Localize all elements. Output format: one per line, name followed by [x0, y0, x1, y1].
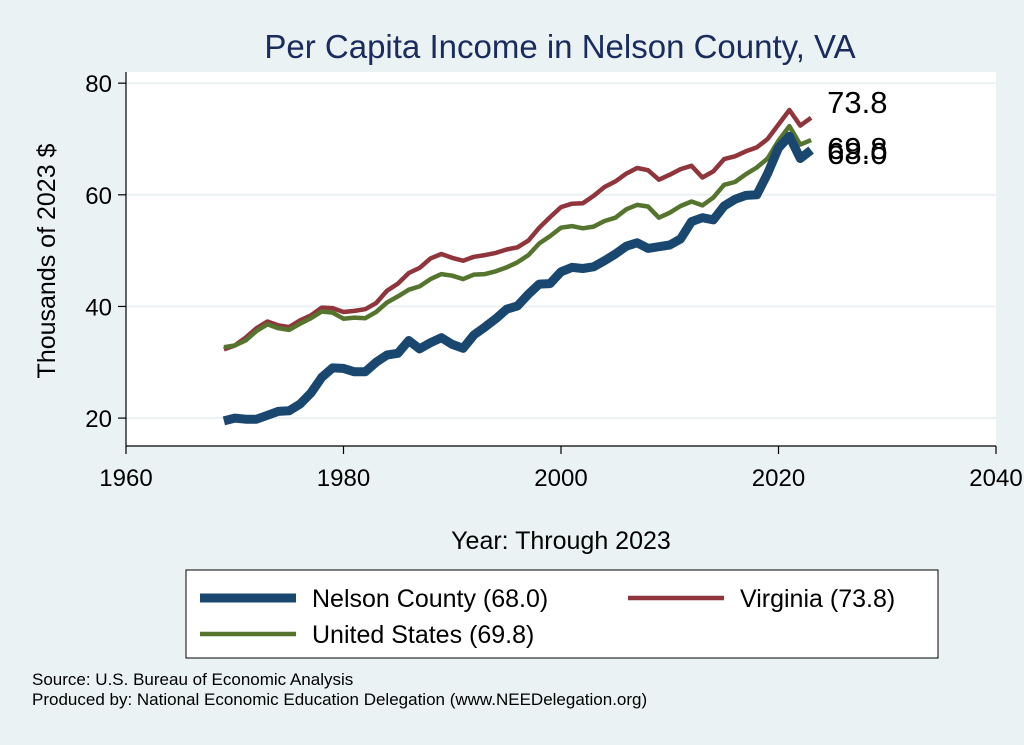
- legend-label-0: Nelson County (68.0): [312, 585, 548, 613]
- y-axis-label: Thousands of 2023 $: [33, 143, 61, 378]
- line-chart: Per Capita Income in Nelson County, VA 2…: [33, 28, 1023, 659]
- legend-label-2: United States (69.8): [312, 621, 534, 649]
- x-tick-label: 1980: [317, 465, 370, 492]
- legend-label-1: Virginia (73.8): [740, 585, 895, 613]
- series-layer: [222, 107, 814, 426]
- end-label-0: 68.0: [827, 136, 887, 171]
- end-label-2: 69.8: [827, 131, 887, 166]
- x-tick-label: 2040: [969, 465, 1022, 492]
- y-tick-label: 60: [85, 183, 112, 210]
- series-line-0: [222, 131, 814, 426]
- y-tick-label: 20: [85, 406, 112, 433]
- gridlines: [126, 82, 996, 420]
- legend: Nelson County (68.0) Virginia (73.8) Unite…: [185, 569, 939, 659]
- x-axis-label: Year: Through 2023: [451, 527, 671, 555]
- producer-note: Produced by: National Economic Education…: [32, 690, 648, 709]
- x-tick-label: 2020: [752, 465, 805, 492]
- x-tick-label: 2000: [534, 465, 587, 492]
- legend-box: [185, 569, 939, 659]
- series-line-1: [223, 107, 813, 352]
- series-line-2: [223, 123, 812, 350]
- plot-area: [126, 72, 996, 446]
- y-tick-label: 80: [85, 71, 112, 98]
- y-tick-label: 40: [85, 294, 112, 321]
- end-label-1: 73.8: [827, 85, 887, 120]
- chart-title: Per Capita Income in Nelson County, VA: [264, 28, 855, 65]
- x-tick-label: 1960: [99, 465, 152, 492]
- source-note: Source: U.S. Bureau of Economic Analysis: [32, 670, 354, 689]
- end-labels: 68.0 73.8 69.8: [827, 85, 887, 171]
